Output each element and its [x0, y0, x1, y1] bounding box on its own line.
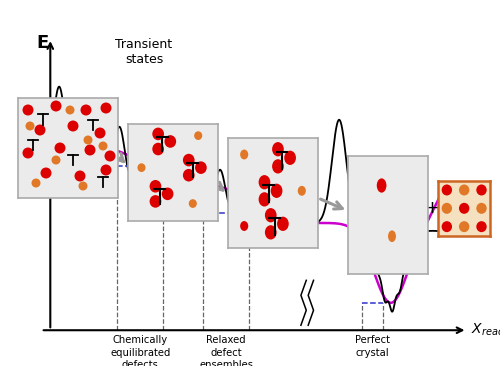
Circle shape — [50, 101, 62, 112]
Circle shape — [272, 142, 284, 156]
Circle shape — [68, 120, 78, 131]
Text: +: + — [424, 199, 440, 217]
Circle shape — [32, 179, 40, 187]
Circle shape — [54, 142, 66, 153]
Text: Relaxed
defect
ensembles: Relaxed defect ensembles — [200, 335, 254, 366]
Text: E: E — [36, 34, 49, 52]
Circle shape — [98, 142, 108, 150]
Circle shape — [152, 128, 164, 140]
Circle shape — [78, 182, 88, 190]
Circle shape — [80, 105, 92, 116]
Circle shape — [183, 154, 194, 167]
Circle shape — [459, 221, 469, 232]
Circle shape — [138, 163, 145, 172]
Circle shape — [277, 217, 289, 231]
Circle shape — [84, 135, 92, 145]
Text: $X_{react}$: $X_{react}$ — [471, 322, 500, 339]
Text: Chemically
equilibrated
defects: Chemically equilibrated defects — [110, 335, 170, 366]
Circle shape — [271, 184, 282, 198]
Circle shape — [265, 208, 276, 223]
Circle shape — [442, 203, 452, 214]
Circle shape — [258, 192, 270, 206]
Circle shape — [388, 231, 396, 242]
Text: Perfect
crystal: Perfect crystal — [355, 335, 390, 358]
Circle shape — [459, 184, 469, 195]
Circle shape — [476, 203, 486, 214]
Circle shape — [272, 159, 284, 173]
Circle shape — [194, 131, 202, 140]
Circle shape — [52, 156, 60, 164]
Circle shape — [162, 187, 173, 200]
Circle shape — [94, 127, 106, 138]
Circle shape — [298, 186, 306, 196]
Circle shape — [100, 164, 112, 176]
Circle shape — [34, 124, 46, 135]
Circle shape — [476, 221, 486, 232]
Circle shape — [240, 150, 248, 160]
Circle shape — [84, 145, 96, 156]
Circle shape — [195, 161, 207, 174]
Circle shape — [258, 175, 270, 189]
Circle shape — [189, 199, 197, 208]
Circle shape — [476, 184, 486, 195]
Circle shape — [377, 178, 386, 193]
Circle shape — [164, 135, 176, 148]
Circle shape — [74, 171, 86, 182]
Circle shape — [240, 221, 248, 231]
Circle shape — [150, 180, 162, 193]
Circle shape — [104, 150, 116, 161]
Circle shape — [152, 143, 164, 155]
Circle shape — [183, 169, 194, 182]
Circle shape — [442, 221, 452, 232]
Circle shape — [40, 168, 52, 179]
Circle shape — [150, 195, 162, 208]
Circle shape — [100, 102, 112, 113]
Circle shape — [22, 105, 34, 116]
Circle shape — [442, 184, 452, 195]
Circle shape — [26, 122, 35, 131]
Circle shape — [459, 203, 469, 214]
Circle shape — [265, 225, 276, 239]
Circle shape — [22, 147, 34, 158]
Text: Transient
states: Transient states — [116, 38, 172, 66]
Circle shape — [66, 105, 74, 115]
Circle shape — [284, 151, 296, 165]
